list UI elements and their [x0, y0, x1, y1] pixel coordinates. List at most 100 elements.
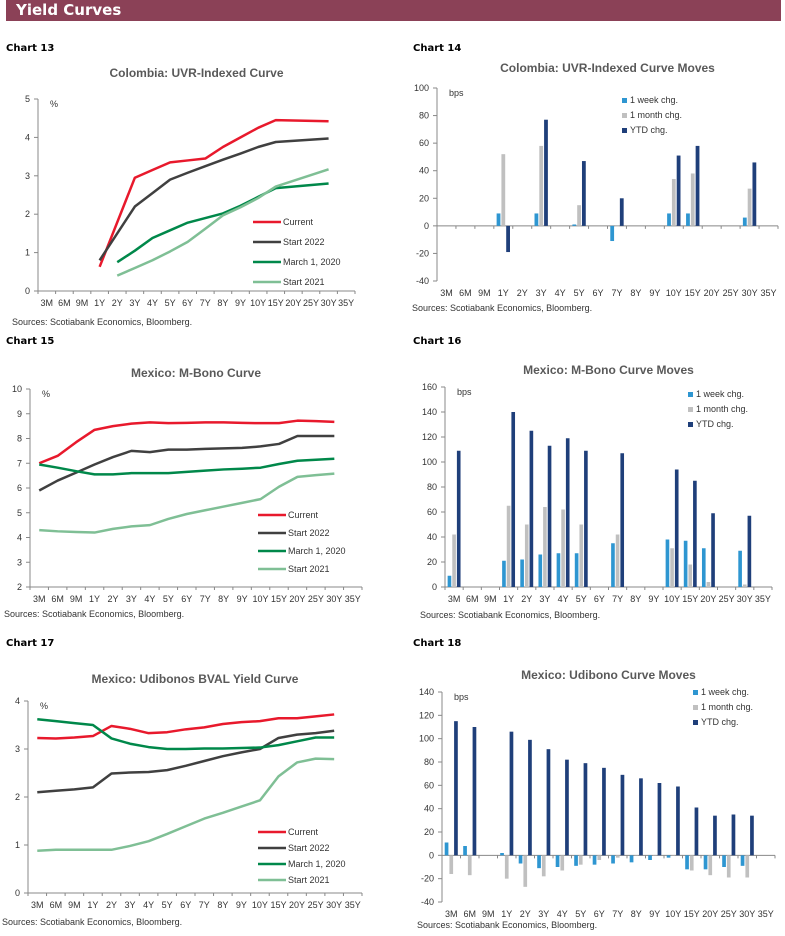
y-tick-label: 3	[25, 171, 30, 181]
x-tick-label: 5Y	[165, 298, 176, 308]
bar-week	[685, 855, 689, 870]
bar-ytd	[750, 815, 754, 856]
legend-label: 1 month chg.	[696, 404, 748, 414]
y-tick-label: 0	[429, 850, 434, 860]
source-note: Sources: Scotiabank Economics, Bloomberg…	[417, 920, 597, 930]
y-tick-label: 120	[419, 710, 434, 720]
legend-label: Start 2021	[288, 875, 330, 885]
bar-ytd	[657, 783, 662, 856]
legend-swatch	[622, 128, 627, 133]
x-tick-label: 1Y	[498, 288, 509, 298]
chart-17-label: Chart 17	[6, 638, 55, 649]
bar-month	[449, 855, 454, 874]
bar-week	[683, 540, 688, 587]
bar-month	[577, 205, 581, 226]
x-tick-label: 30Y	[326, 594, 342, 604]
legend-label: Current	[288, 510, 319, 520]
y-tick-label: -40	[421, 897, 434, 907]
bar-week	[502, 560, 506, 587]
bar-month	[615, 225, 619, 227]
x-tick-label: 4Y	[555, 288, 566, 298]
chart-18-label: Chart 18	[413, 638, 462, 649]
bar-ytd	[711, 513, 715, 587]
bar-ytd	[511, 412, 516, 587]
x-tick-label: 30Y	[326, 900, 342, 910]
x-tick-label: 9M	[76, 298, 89, 308]
x-tick-label: 35Y	[345, 594, 361, 604]
x-tick-label: 20Y	[289, 594, 305, 604]
series-line-start2021	[39, 472, 335, 534]
bar-ytd	[506, 225, 510, 253]
y-tick-label: 80	[427, 482, 437, 492]
bar-week	[555, 855, 560, 867]
source-note: Sources: Scotiabank Economics, Bloomberg…	[4, 609, 184, 619]
x-tick-label: 3M	[41, 298, 54, 308]
source-note: Sources: Scotiabank Economics, Bloomberg…	[420, 610, 600, 620]
bar-ytd	[565, 438, 570, 587]
x-tick-label: 7Y	[611, 288, 622, 298]
bar-week	[496, 213, 501, 226]
chart-18: Mexico: Udibono Curve Moves -40 -20 0 20 40 60…	[417, 668, 776, 930]
y-tick-label: 60	[419, 138, 429, 148]
legend-swatch	[693, 705, 698, 710]
bar-ytd	[602, 767, 606, 856]
legend-label: 1 week chg.	[630, 95, 678, 105]
bar-ytd	[472, 727, 477, 856]
y-tick-label: 5	[25, 94, 30, 104]
x-tick-label: 5Y	[162, 900, 173, 910]
bar-month	[706, 582, 711, 587]
bar-month	[652, 855, 657, 856]
x-tick-label: 6Y	[180, 900, 191, 910]
x-tick-label: 4Y	[557, 909, 568, 919]
bar-week	[534, 213, 539, 226]
x-tick-label: 8Y	[631, 909, 642, 919]
x-tick-label: 2Y	[107, 594, 118, 604]
x-tick-label: 10Y	[253, 594, 269, 604]
bar-week	[611, 855, 615, 864]
bar-week	[722, 855, 726, 867]
unit-label: %	[42, 389, 50, 399]
bar-week	[520, 559, 524, 587]
bar-week	[740, 855, 745, 866]
bar-week	[463, 846, 467, 856]
legend-swatch	[693, 690, 698, 695]
x-tick-label: 3M	[33, 594, 46, 604]
bar-ytd	[583, 763, 588, 856]
x-tick-label: 25Y	[308, 594, 324, 604]
x-tick-label: 3Y	[536, 288, 547, 298]
legend-label: March 1, 2020	[288, 546, 346, 556]
x-tick-label: 6Y	[594, 594, 605, 604]
x-tick-label: 1Y	[87, 900, 98, 910]
bar-month	[671, 178, 676, 226]
x-tick-label: 30Y	[739, 909, 755, 919]
chart-13: Colombia: UVR-Indexed Curve 0 1 2 3 4 5 % 3M 6M 9M…	[12, 66, 356, 327]
x-tick-label: 6M	[463, 909, 476, 919]
y-tick-label: 4	[17, 533, 22, 543]
legend-label: Start 2021	[288, 564, 330, 574]
x-tick-label: 5Y	[576, 594, 587, 604]
chart-15: Mexico: M-Bono Curve 2 3 4 5 6 7 8 9 10 % 3M 6M 9M 1Y 2…	[4, 366, 363, 619]
bar-week	[500, 853, 504, 856]
bar-month	[670, 548, 674, 587]
x-tick-label: 2Y	[106, 900, 117, 910]
x-tick-label: 30Y	[321, 298, 337, 308]
legend-swatch	[688, 392, 693, 397]
x-tick-label: 7Y	[612, 909, 623, 919]
legend-label: 1 month chg.	[701, 702, 753, 712]
y-tick-label: 140	[422, 407, 437, 417]
y-tick-label: 0	[15, 888, 20, 898]
y-tick-label: 10	[12, 384, 22, 394]
bar-month	[597, 855, 602, 860]
x-tick-label: 9Y	[235, 298, 246, 308]
bar-ytd	[456, 450, 461, 587]
x-tick-label: 6M	[466, 594, 479, 604]
y-tick-label: 40	[424, 804, 434, 814]
bar-week	[444, 842, 449, 856]
x-tick-label: 35Y	[338, 298, 354, 308]
x-tick-label: 25Y	[719, 594, 735, 604]
bar-ytd	[694, 807, 699, 856]
unit-label: %	[40, 701, 48, 711]
x-tick-label: 10Y	[666, 288, 682, 298]
bar-week	[701, 548, 706, 587]
y-tick-label: 1	[25, 248, 30, 258]
